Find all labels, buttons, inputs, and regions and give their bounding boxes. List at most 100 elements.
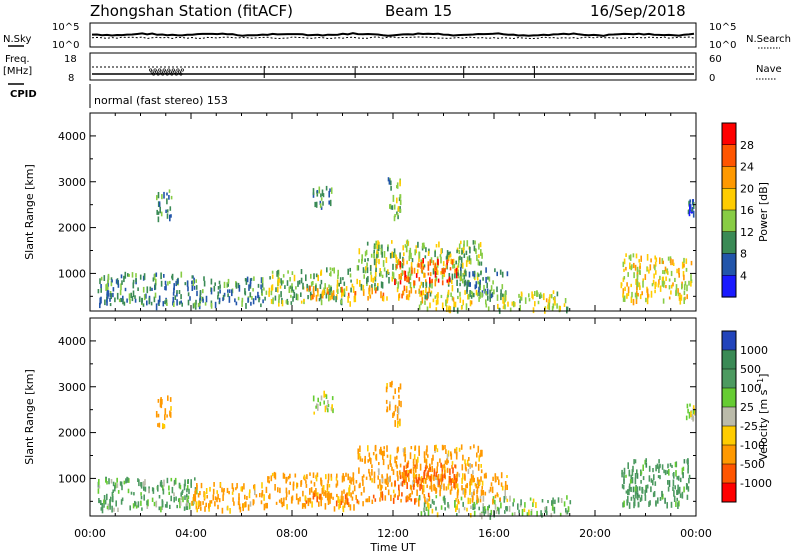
power-echo-cell — [556, 303, 558, 309]
velocity-echo-cell — [290, 496, 293, 504]
power-echo-cell — [433, 265, 436, 272]
power-echo-cell — [431, 278, 433, 284]
velocity-echo-cell — [419, 463, 422, 471]
power-echo-cell — [536, 290, 538, 297]
velocity-echo-cell — [410, 498, 413, 502]
power-echo-cell — [187, 286, 189, 292]
velocity-echo-cell — [345, 492, 348, 499]
power-echo-cell — [388, 277, 390, 284]
power-echo-cell — [487, 276, 489, 280]
velocity-echo-cell — [217, 493, 219, 500]
power-echo-cell — [340, 287, 342, 293]
velocity-echo-cell — [430, 484, 433, 492]
velocity-echo-cell — [353, 504, 355, 511]
velocity-echo-cell — [317, 492, 319, 499]
power-echo-cell — [420, 301, 422, 306]
velocity-echo-cell — [304, 495, 307, 501]
velocity-echo-cell — [339, 499, 341, 505]
power-echo-cell — [122, 295, 124, 301]
power-echo-cell — [405, 288, 408, 293]
velocity-echo-cell — [405, 470, 407, 476]
velocity-echo-cell — [382, 454, 384, 460]
velocity-echo-cell — [673, 472, 675, 479]
velocity-echo-cell — [429, 463, 431, 467]
power-echo-cell — [419, 285, 421, 289]
velocity-echo-cell — [399, 421, 401, 427]
power-echo-cell — [391, 240, 393, 244]
velocity-echo-cell — [300, 480, 303, 485]
velocity-echo-cell — [443, 463, 446, 469]
velocity-echo-cell — [501, 485, 504, 491]
velocity-echo-cell — [324, 405, 327, 413]
power-echo-cell — [675, 284, 678, 289]
power-echo-cell — [450, 292, 452, 297]
power-echo-cell — [343, 288, 346, 295]
velocity-echo-cell — [447, 450, 450, 457]
velocity-echo-cell — [160, 397, 162, 403]
velocity-echo-cell — [187, 495, 190, 499]
velocity-echo-cell — [162, 423, 164, 428]
nave-dip-mark — [161, 72, 165, 76]
velocity-echo-cell — [466, 507, 468, 512]
power-echo-cell — [524, 297, 527, 304]
power-echo-cell — [170, 195, 173, 200]
power-echo-cell — [636, 266, 639, 273]
power-echo-cell — [371, 284, 373, 288]
power-echo-cell — [622, 261, 625, 268]
power-echo-cell — [117, 283, 120, 288]
velocity-echo-cell — [108, 478, 110, 485]
power-echo-cell — [459, 282, 461, 287]
power-echo-cell — [689, 204, 691, 211]
power-echo-cell — [257, 291, 259, 299]
power-echo-cell — [260, 303, 262, 308]
velocity-echo-cell — [687, 464, 689, 470]
velocity-echo-cell — [455, 478, 458, 484]
velocity-echo-cell — [319, 401, 322, 406]
power-echo-cell — [210, 287, 213, 295]
velocity-echo-cell — [431, 499, 434, 504]
velocity-echo-cell — [441, 444, 444, 451]
nave-dip-mark — [170, 72, 174, 76]
velocity-echo-cell — [691, 414, 693, 420]
power-echo-cell — [100, 287, 102, 293]
power-echo-cell — [399, 199, 402, 206]
power-echo-cell — [157, 201, 160, 207]
velocity-echo-cell — [499, 497, 501, 502]
velocity-echo-cell — [387, 489, 390, 496]
velocity-echo-cell — [456, 473, 458, 477]
velocity-echo-cell — [483, 510, 486, 516]
power-echo-cell — [456, 279, 458, 286]
velocity-echo-cell — [688, 411, 691, 419]
velocity-echo-cell — [315, 492, 317, 497]
velocity-echo-cell — [436, 466, 438, 473]
power-echo-cell — [387, 269, 389, 274]
power-echo-cell — [172, 292, 175, 296]
velocity-echo-cell — [621, 472, 623, 478]
power-echo-cell — [337, 288, 339, 294]
velocity-echo-cell — [634, 486, 637, 492]
velocity-echo-cell — [275, 501, 278, 505]
velocity-echo-cell — [398, 484, 400, 491]
power-echo-cell — [435, 266, 437, 271]
velocity-echo-cell — [659, 497, 662, 501]
power-echo-cell — [625, 266, 627, 271]
power-echo-cell — [167, 281, 169, 286]
power-echo-cell — [312, 188, 315, 196]
velocity-echo-cell — [125, 478, 127, 484]
power-echo-cell — [432, 260, 435, 266]
velocity-echo-cell — [428, 475, 431, 481]
velocity-echo-cell — [670, 501, 673, 508]
velocity-echo-cell — [544, 508, 547, 513]
power-echo-cell — [543, 293, 545, 301]
power-echo-cell — [441, 302, 444, 310]
power-echo-cell — [692, 202, 695, 209]
velocity-echo-cell — [656, 463, 659, 469]
power-echo-cell — [566, 306, 568, 314]
power-echo-cell — [176, 290, 178, 294]
power-echo-cell — [132, 279, 135, 284]
power-echo-cell — [112, 287, 115, 292]
velocity-echo-cell — [186, 503, 189, 510]
velocity-echo-cell — [504, 485, 507, 491]
velocity-echo-cell — [653, 474, 655, 481]
power-echo-cell — [380, 271, 382, 277]
